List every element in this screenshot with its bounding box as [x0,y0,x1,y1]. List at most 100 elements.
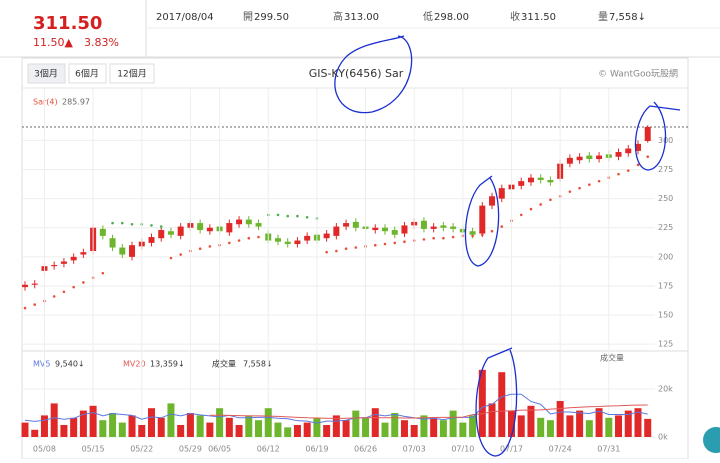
volume-bar [546,420,554,437]
x-tick-label: 07/10 [451,445,474,454]
volume-bar [459,422,467,437]
tab-label[interactable]: 12個月 [117,68,146,80]
volume-bar [177,425,185,437]
volume-bar [313,417,321,437]
sar-dot [490,229,494,233]
ma-line [209,404,648,420]
volume-bar [391,413,399,437]
sar-dot [549,198,552,202]
candle-body [167,231,174,235]
volume-bar [21,422,29,437]
sar-dot [529,207,533,211]
candle-body [440,225,447,228]
candle-body [255,223,262,227]
candle-body [615,152,622,157]
quote-field-label: 低 [423,10,433,23]
quote-field-value: 298.00 [434,12,469,23]
quote-field-label: 開 [243,11,253,23]
sar-dot [481,233,484,237]
candle-body [527,177,534,183]
sar-dot [305,215,309,219]
sar-dot [228,241,231,245]
sar-dot [393,241,397,245]
candle-body [596,155,603,160]
y-tick-label: 200 [658,252,673,261]
volume-bar [517,415,525,437]
mv5-legend-value: 9,540↓ [55,360,85,369]
tab-label[interactable]: 6個月 [75,68,99,80]
sar-dot [646,155,650,159]
volume-bar [478,369,486,437]
candle-body [51,264,58,267]
tab[interactable] [68,63,107,84]
candle-body [634,143,641,151]
candle-body [401,225,408,234]
volume-bar [274,422,282,437]
volume-bar [284,427,292,437]
candle-body [294,240,301,245]
volume-bar [157,417,165,437]
mv20-legend: MV20 [123,360,146,369]
candle-body [644,127,651,141]
volume-bar [138,425,146,437]
candle-body [566,157,573,164]
volume-bar [332,415,340,437]
volume-bar [605,417,613,437]
help-button[interactable] [703,427,720,453]
tab[interactable] [27,63,66,84]
candle-body [109,238,116,248]
volume-bar [323,425,331,437]
candle-body [333,226,340,236]
sar-dot [111,221,114,225]
tab-label[interactable]: 3個月 [34,68,58,80]
y-tick-label: 175 [658,281,673,290]
quote-field-value: 313.00 [344,12,379,23]
quote-field-value: 311.50 [521,12,556,23]
volume-bar [527,405,535,437]
mv20-legend-value: 13,359↓ [150,360,185,369]
volume-bar [264,408,272,437]
sar-dot [519,213,523,217]
chart-title: GIS-KY(6456) Sar [309,67,404,80]
candle-body [479,205,486,234]
candle-body [158,230,165,239]
candle-body [80,252,87,255]
sar-dot [159,225,163,228]
sar-dot [296,214,299,218]
change: 11.50▲ [33,36,73,49]
volume-bar [576,410,584,437]
volume-bar [488,403,496,437]
sar-dot [208,245,212,248]
volume-bar [352,410,360,437]
sar-legend: Sar(4) [33,98,58,107]
volume-bar [40,415,48,437]
y-tick-label: 250 [658,194,673,203]
volume-bar [70,417,78,437]
price: 311.50 [33,13,102,34]
volume-bar [420,415,428,437]
candle-body [99,228,106,236]
volume-bar [410,425,418,437]
volume-bar [79,410,87,437]
copyright: © WantGoo玩股網 [598,68,678,80]
tab[interactable] [109,63,155,84]
x-tick-label: 06/05 [208,445,231,454]
candle-body [70,256,77,261]
y-tick-label: 0k [658,433,668,442]
volume-bar [186,413,194,437]
volume-bar [430,417,438,437]
candle-body [498,188,505,199]
volume-bar [89,405,97,437]
candle-body [22,284,28,288]
sar-dot [72,285,75,289]
volume-bar [31,429,39,437]
sar-dot [121,221,124,225]
candle-body [469,231,476,235]
volume-bar [556,401,564,437]
volume-bar [342,420,350,437]
sar-dot [588,183,591,186]
sar-dot [179,253,182,256]
volume-bar [371,408,379,437]
annotation-circle [475,347,518,457]
